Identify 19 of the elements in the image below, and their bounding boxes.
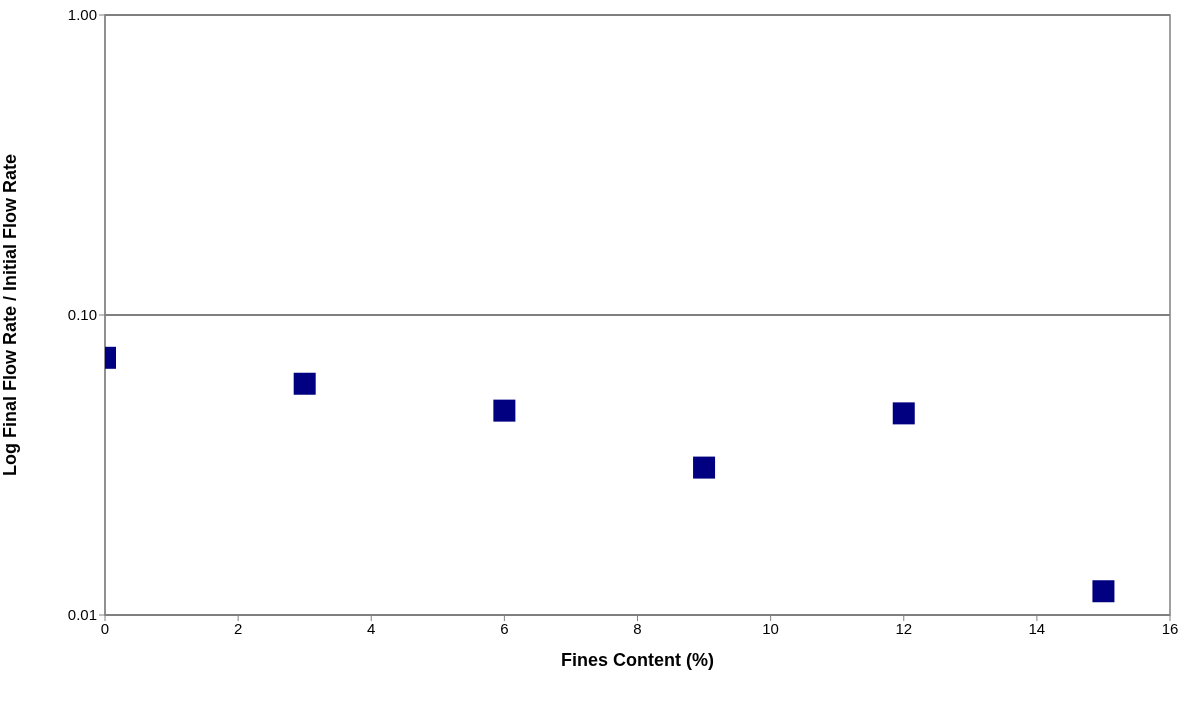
x-tick-label: 2 <box>233 619 243 637</box>
x-tick-label: 4 <box>367 619 376 637</box>
x-tick-label: 10 <box>762 619 779 637</box>
point <box>693 456 716 479</box>
x-axis-title: Fines Content (%) <box>561 650 714 670</box>
y-axis-title: Log Final Flow Rate / Initial Flow Rate <box>0 153 21 477</box>
x-tick-label: 6 <box>500 619 509 637</box>
point <box>293 372 316 395</box>
x-tick-label: 16 <box>1161 619 1179 637</box>
point <box>493 399 516 422</box>
y-tick-label: 0.10 <box>67 306 97 324</box>
y-tick-label: 0.01 <box>67 606 97 624</box>
x-tick-label: 12 <box>895 619 913 637</box>
x-tick-label: 0 <box>100 619 110 637</box>
point <box>892 402 915 425</box>
x-tick-label: 14 <box>1028 619 1046 637</box>
x-tick-label: 8 <box>633 619 642 637</box>
y-tick-label: 1.00 <box>67 6 97 24</box>
point <box>1092 580 1115 603</box>
